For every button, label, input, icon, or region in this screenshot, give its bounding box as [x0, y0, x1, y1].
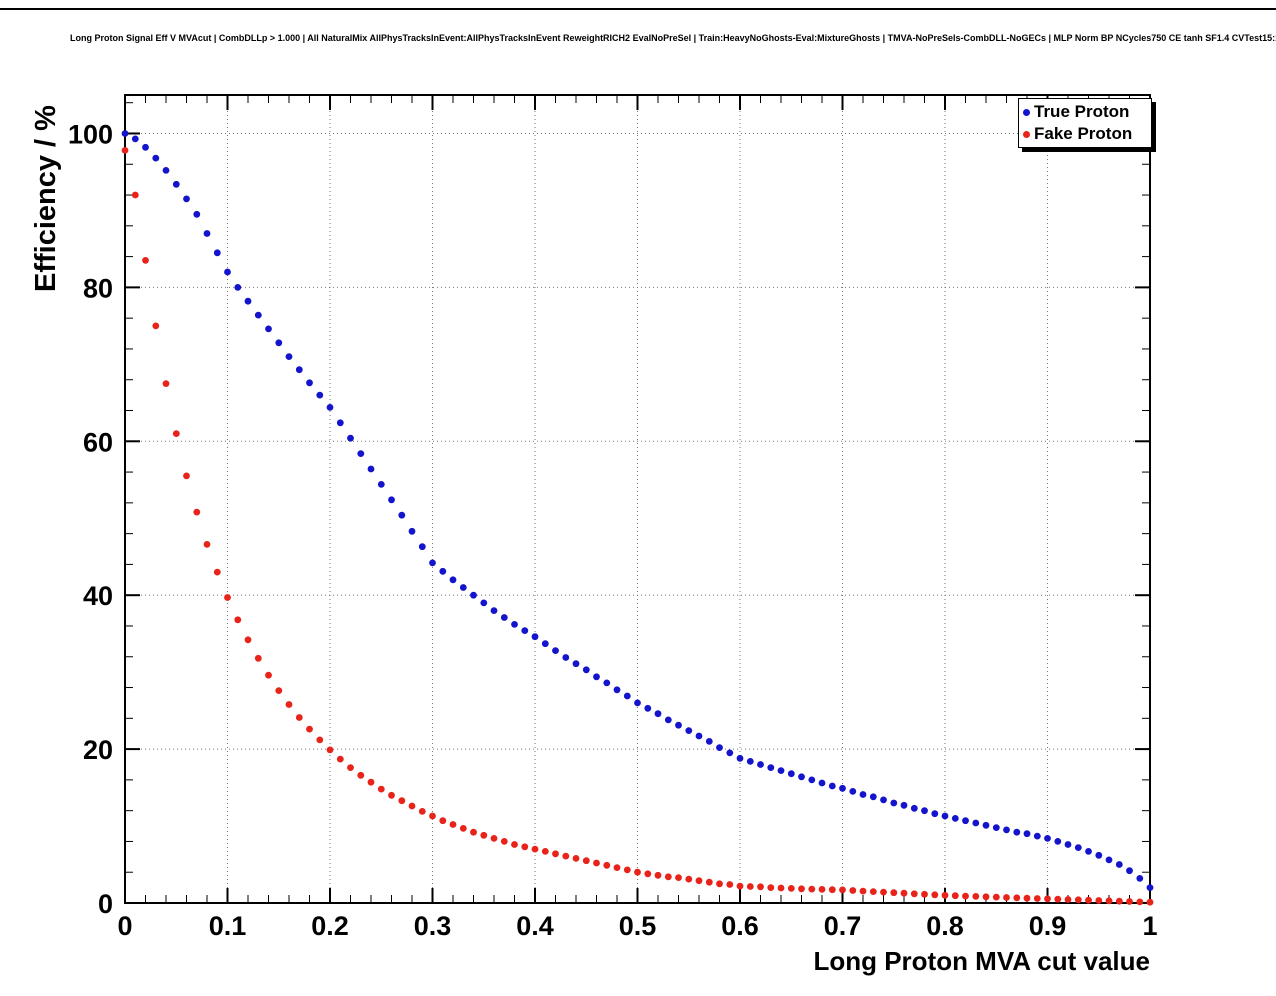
svg-text:0: 0 — [98, 889, 113, 919]
svg-text:0.6: 0.6 — [721, 911, 759, 941]
svg-text:0.4: 0.4 — [516, 911, 554, 941]
fake-proton-marker-icon — [1023, 130, 1030, 138]
svg-text:0.3: 0.3 — [414, 911, 452, 941]
svg-text:60: 60 — [83, 427, 113, 457]
svg-text:0.9: 0.9 — [1029, 911, 1067, 941]
y-axis-title: Efficiency / % — [30, 105, 62, 292]
svg-text:40: 40 — [83, 581, 113, 611]
legend: True Proton Fake Proton — [1018, 98, 1152, 148]
svg-text:0.7: 0.7 — [824, 911, 862, 941]
svg-text:20: 20 — [83, 735, 113, 765]
legend-label-true-proton: True Proton — [1034, 102, 1130, 121]
svg-text:0.5: 0.5 — [619, 911, 657, 941]
legend-label-fake-proton: Fake Proton — [1034, 124, 1133, 143]
legend-entry-true-proton: True Proton — [1019, 101, 1151, 123]
svg-text:0.8: 0.8 — [926, 911, 964, 941]
svg-text:0.1: 0.1 — [209, 911, 247, 941]
svg-text:80: 80 — [83, 273, 113, 303]
svg-text:100: 100 — [68, 119, 113, 149]
svg-text:1: 1 — [1142, 911, 1157, 941]
svg-text:0: 0 — [117, 911, 132, 941]
x-axis-title: Long Proton MVA cut value — [813, 946, 1150, 976]
canvas-top-border — [0, 8, 1276, 10]
svg-text:0.2: 0.2 — [311, 911, 349, 941]
legend-entry-fake-proton: Fake Proton — [1019, 123, 1151, 145]
true-proton-marker-icon — [1023, 108, 1030, 116]
plot-title: Long Proton Signal Eff V MVAcut | CombDL… — [70, 33, 1276, 43]
